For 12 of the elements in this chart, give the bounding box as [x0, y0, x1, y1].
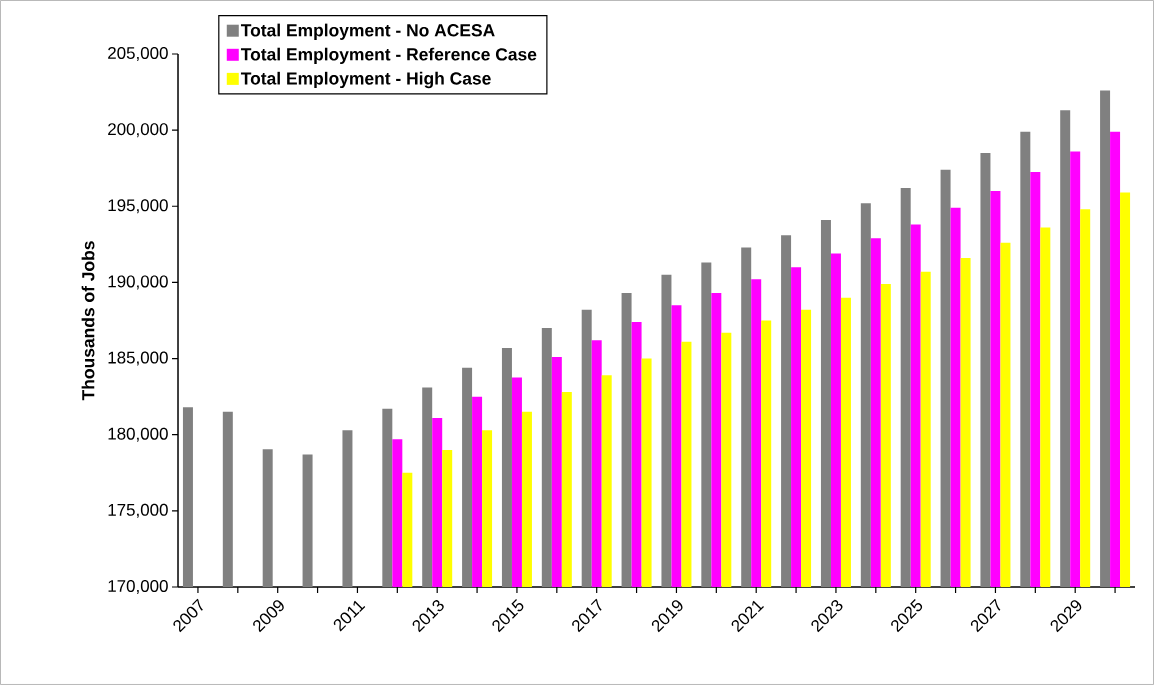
- y-tick-label: 175,000: [108, 503, 168, 518]
- y-tick-label: 195,000: [108, 199, 168, 214]
- y-tick-label: 170,000: [108, 579, 168, 594]
- y-tick-label: 200,000: [108, 123, 168, 138]
- y-axis-title: Thousands of Jobs: [81, 241, 95, 401]
- legend-label: Total Employment - High Case: [240, 71, 491, 89]
- y-tick-label: 205,000: [108, 46, 168, 61]
- legend-label: Total Employment - Reference Case: [240, 47, 537, 64]
- y-tick-label: 190,000: [108, 275, 168, 290]
- y-tick-label: 185,000: [108, 351, 168, 366]
- y-tick-label: 180,000: [108, 427, 168, 442]
- legend-label: Total Employment - No ACESA: [240, 23, 495, 40]
